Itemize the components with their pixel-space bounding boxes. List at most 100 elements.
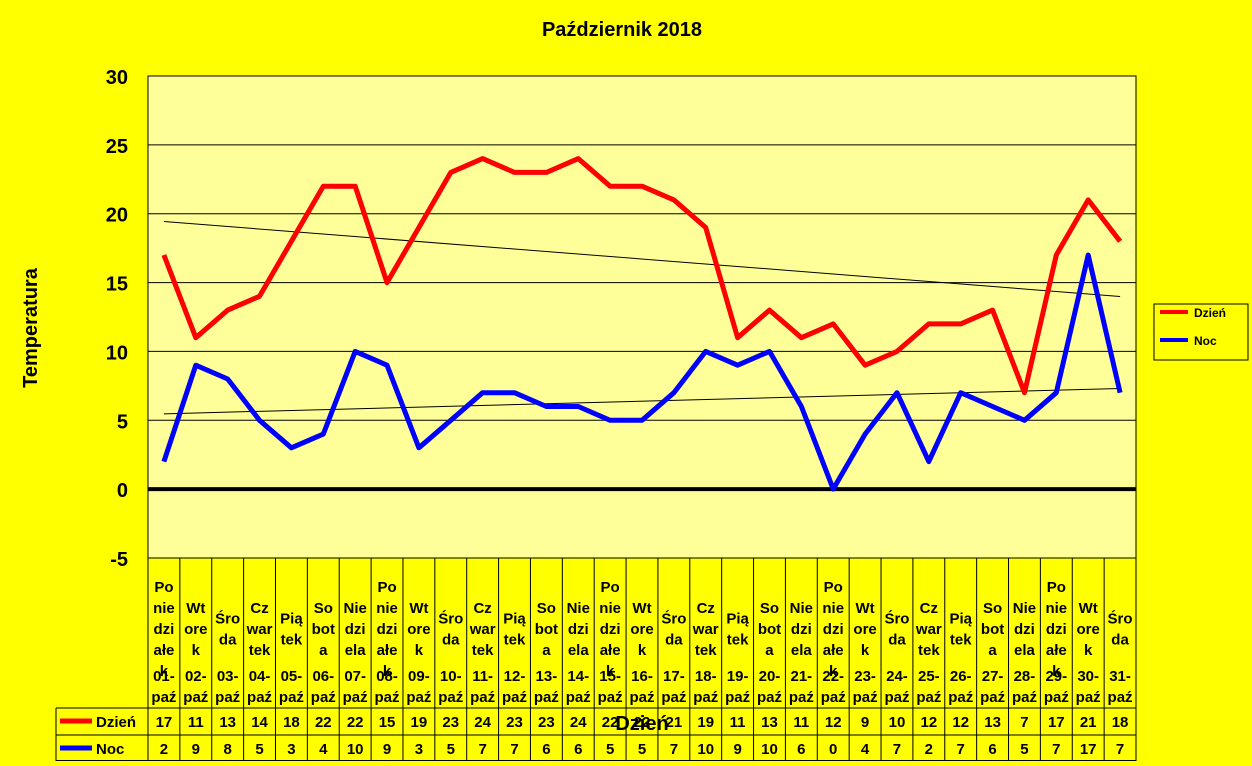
data-table-value: 11 [188,714,204,731]
data-table-value: 7 [670,741,678,758]
category-date-label: 09- [408,668,430,685]
category-day-label: Nie [1013,600,1036,617]
category-date-label: 14- [567,668,589,685]
category-day-label: war [469,621,496,638]
category-day-label: Cz [920,600,938,617]
data-table-value: 7 [1116,741,1124,758]
category-day-label: da [219,632,237,649]
category-date-label: 30- [1077,668,1099,685]
category-date-label: 16- [631,668,653,685]
category-date-label: paź [598,689,623,706]
category-day-label: tek [727,632,749,649]
category-date-label: 13- [536,668,558,685]
data-table-value: 7 [478,741,486,758]
category-date-label: paź [757,689,782,706]
data-table-value: 11 [793,714,809,731]
category-day-label: a [765,642,774,659]
category-day-label: ela [791,642,813,659]
data-table-value: 4 [319,741,328,758]
category-day-label: bot [758,621,781,638]
y-tick-label: 20 [106,205,128,227]
category-date-label: 11- [472,668,493,685]
category-day-label: dzi [791,621,812,638]
data-table-value: 6 [574,741,582,758]
category-day-label: Pią [280,611,303,628]
category-date-label: 12- [504,668,526,685]
data-table-value: 19 [697,714,714,731]
legend-label: Noc [1194,334,1217,348]
category-day-label: war [915,621,942,638]
category-day-label: tek [504,632,526,649]
category-date-label: 05- [281,668,303,685]
category-day-label: a [988,642,997,659]
category-day-label: bot [535,621,558,638]
category-day-label: k [861,642,870,659]
data-table-value: 23 [538,714,555,731]
legend: Dzień Noc [1153,303,1249,361]
category-date-label: paź [406,689,431,706]
trendline-day [163,221,1121,298]
category-day-label: ela [345,642,367,659]
category-date-label: 28- [1014,668,1036,685]
category-date-label: paź [151,689,176,706]
y-tick-label: 5 [117,411,128,433]
data-table-value: 10 [761,741,778,758]
category-day-label: nie [153,600,175,617]
category-day-label: ałe [823,642,844,659]
category-date-label: paź [1076,689,1101,706]
data-table-series-name: Dzień [96,714,136,731]
category-date-label: 22- [822,668,844,685]
category-day-label: Śro [661,610,686,628]
data-table-value: 7 [893,741,901,758]
category-date-label: paź [821,689,846,706]
category-date-label: 31- [1109,668,1131,685]
category-day-label: k [829,663,838,680]
category-day-label: a [542,642,551,659]
category-day-label: So [760,600,779,617]
category-day-label: Pią [949,611,972,628]
data-table-value: 22 [347,714,364,731]
data-table-value: 2 [160,741,168,758]
category-day-label: Nie [343,600,366,617]
data-table-value: 12 [825,714,842,731]
category-date-label: paź [566,689,591,706]
category-day-label: Cz [697,600,715,617]
data-table-value: 3 [415,741,423,758]
category-day-label: da [442,632,460,649]
y-tick-label: 25 [106,136,128,158]
category-day-label: So [537,600,556,617]
category-day-label: Wt [632,600,651,617]
category-date-label: 10- [440,668,462,685]
category-date-label: paź [980,689,1005,706]
category-day-label: nie [1045,600,1067,617]
category-date-label: paź [438,689,463,706]
category-day-label: tek [695,642,717,659]
data-table-value: 9 [861,714,869,731]
category-day-label: dzi [823,621,844,638]
y-tick-label: 10 [106,342,128,364]
category-day-label: ore [1077,621,1100,638]
category-day-label: Śro [884,610,909,628]
category-day-label: Śro [1108,610,1133,628]
x-axis-label: Dzień [615,713,668,735]
legend-label: Dzień [1194,306,1226,320]
y-tick-label: 0 [117,480,128,502]
data-table-value: 10 [347,741,364,758]
category-day-label: So [314,600,333,617]
category-date-label: paź [725,689,750,706]
category-day-label: k [638,642,647,659]
data-table-value: 18 [1112,714,1129,731]
data-table-value: 22 [315,714,332,731]
category-date-label: paź [661,689,686,706]
category-date-label: paź [916,689,941,706]
data-table-value: 17 [1080,741,1097,758]
category-date-label: paź [629,689,654,706]
category-day-label: dzi [345,621,366,638]
category-day-label: dzi [377,621,398,638]
category-date-label: paź [375,689,400,706]
category-day-label: dzi [568,621,589,638]
category-day-label: Pią [503,611,526,628]
category-date-label: 25- [918,668,940,685]
category-day-label: Po [377,579,396,596]
